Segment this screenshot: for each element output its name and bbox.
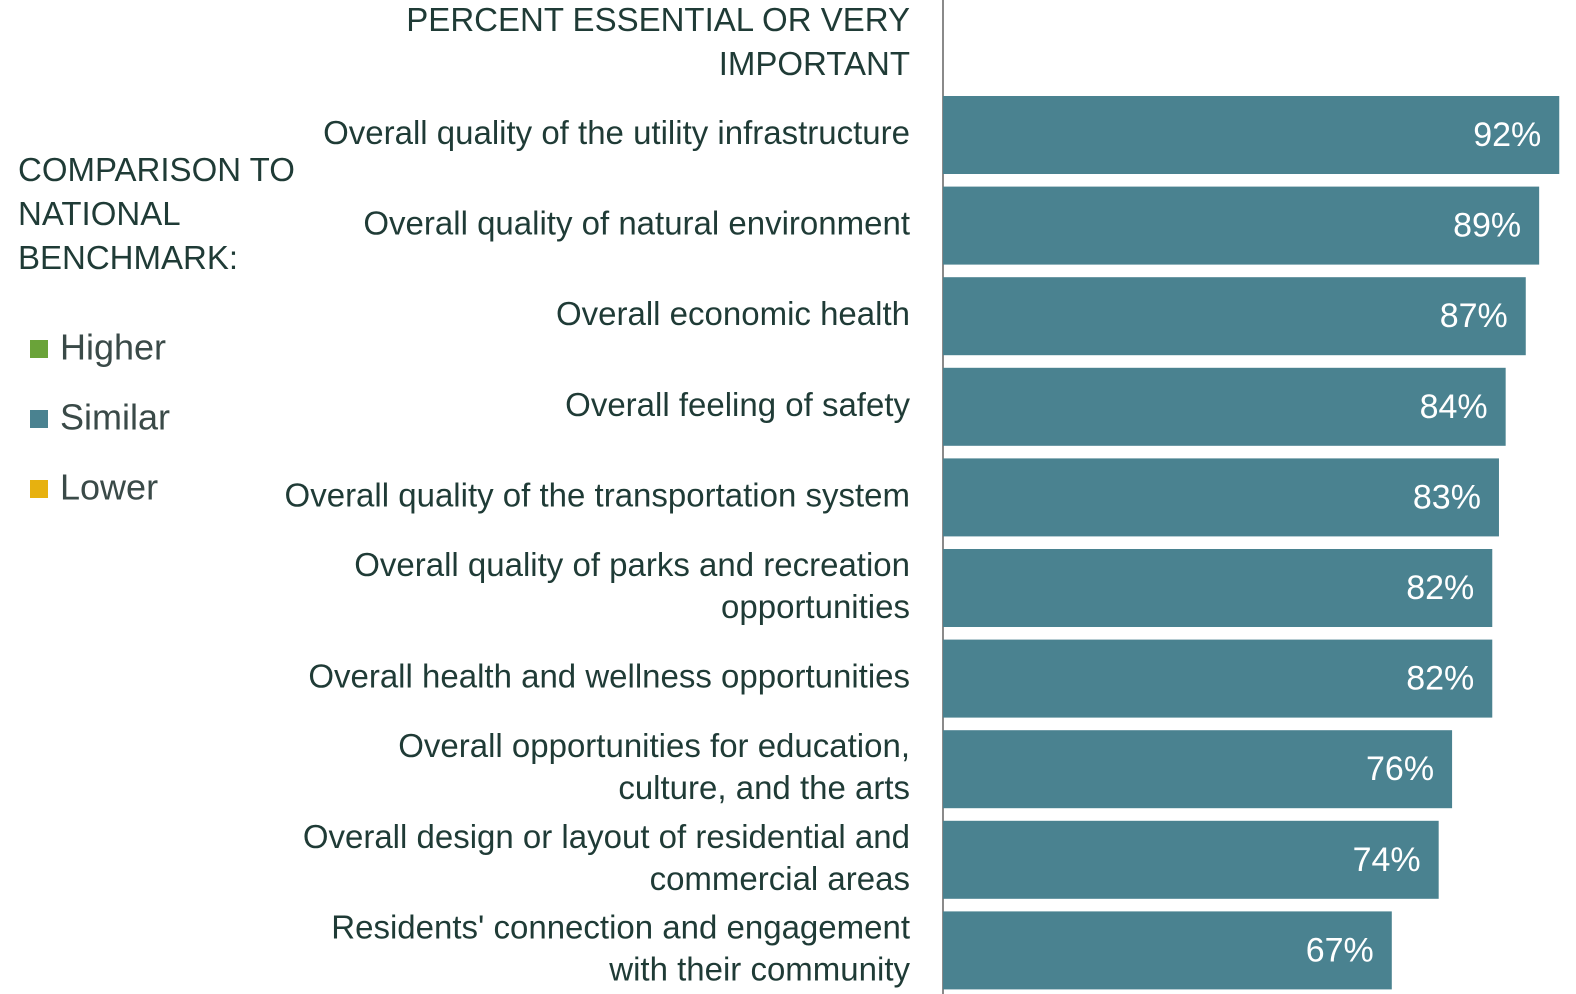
- value-label: 89%: [1453, 207, 1521, 245]
- bar: [943, 639, 1493, 718]
- bar: [943, 458, 1499, 537]
- category-label: Residents' connection and engagement with…: [331, 908, 910, 987]
- legend-swatch: [30, 480, 48, 498]
- category-label: Overall health and wellness opportunitie…: [308, 657, 910, 694]
- bar: [943, 277, 1526, 356]
- category-label: Overall opportunities for education, cult…: [398, 727, 910, 806]
- chart-title: PERCENT ESSENTIAL OR VERY IMPORTANT: [406, 1, 910, 82]
- bar: [943, 911, 1392, 990]
- value-label: 67%: [1306, 931, 1374, 969]
- bar: [943, 549, 1493, 627]
- value-label: 74%: [1353, 841, 1421, 879]
- legend-label: Similar: [60, 397, 170, 438]
- legend-title: COMPARISON TO NATIONAL BENCHMARK:: [18, 151, 295, 276]
- value-label: 76%: [1366, 750, 1434, 788]
- category-label: Overall feeling of safety: [565, 386, 910, 423]
- value-label: 92%: [1473, 116, 1541, 154]
- value-label: 87%: [1440, 297, 1508, 335]
- category-label: Overall economic health: [556, 295, 910, 332]
- category-label: Overall quality of the utility infrastru…: [323, 114, 910, 151]
- bar: [943, 820, 1439, 899]
- category-label: Overall quality of natural environment: [363, 204, 910, 241]
- value-label: 82%: [1406, 569, 1474, 607]
- value-label: 84%: [1420, 388, 1488, 426]
- bar: [943, 730, 1453, 809]
- category-label: Overall quality of parks and recreation o…: [354, 546, 910, 625]
- legend-label: Lower: [60, 467, 158, 508]
- category-label: Overall design or layout of residential …: [303, 818, 910, 897]
- value-label: 82%: [1406, 660, 1474, 698]
- legend-label: Higher: [60, 327, 166, 368]
- bar: [943, 186, 1540, 265]
- bar: [943, 367, 1506, 446]
- legend-swatch: [30, 410, 48, 428]
- category-label: Overall quality of the transportation sy…: [285, 476, 910, 513]
- value-label: 83%: [1413, 478, 1481, 516]
- legend-swatch: [30, 340, 48, 358]
- bar: [943, 96, 1560, 174]
